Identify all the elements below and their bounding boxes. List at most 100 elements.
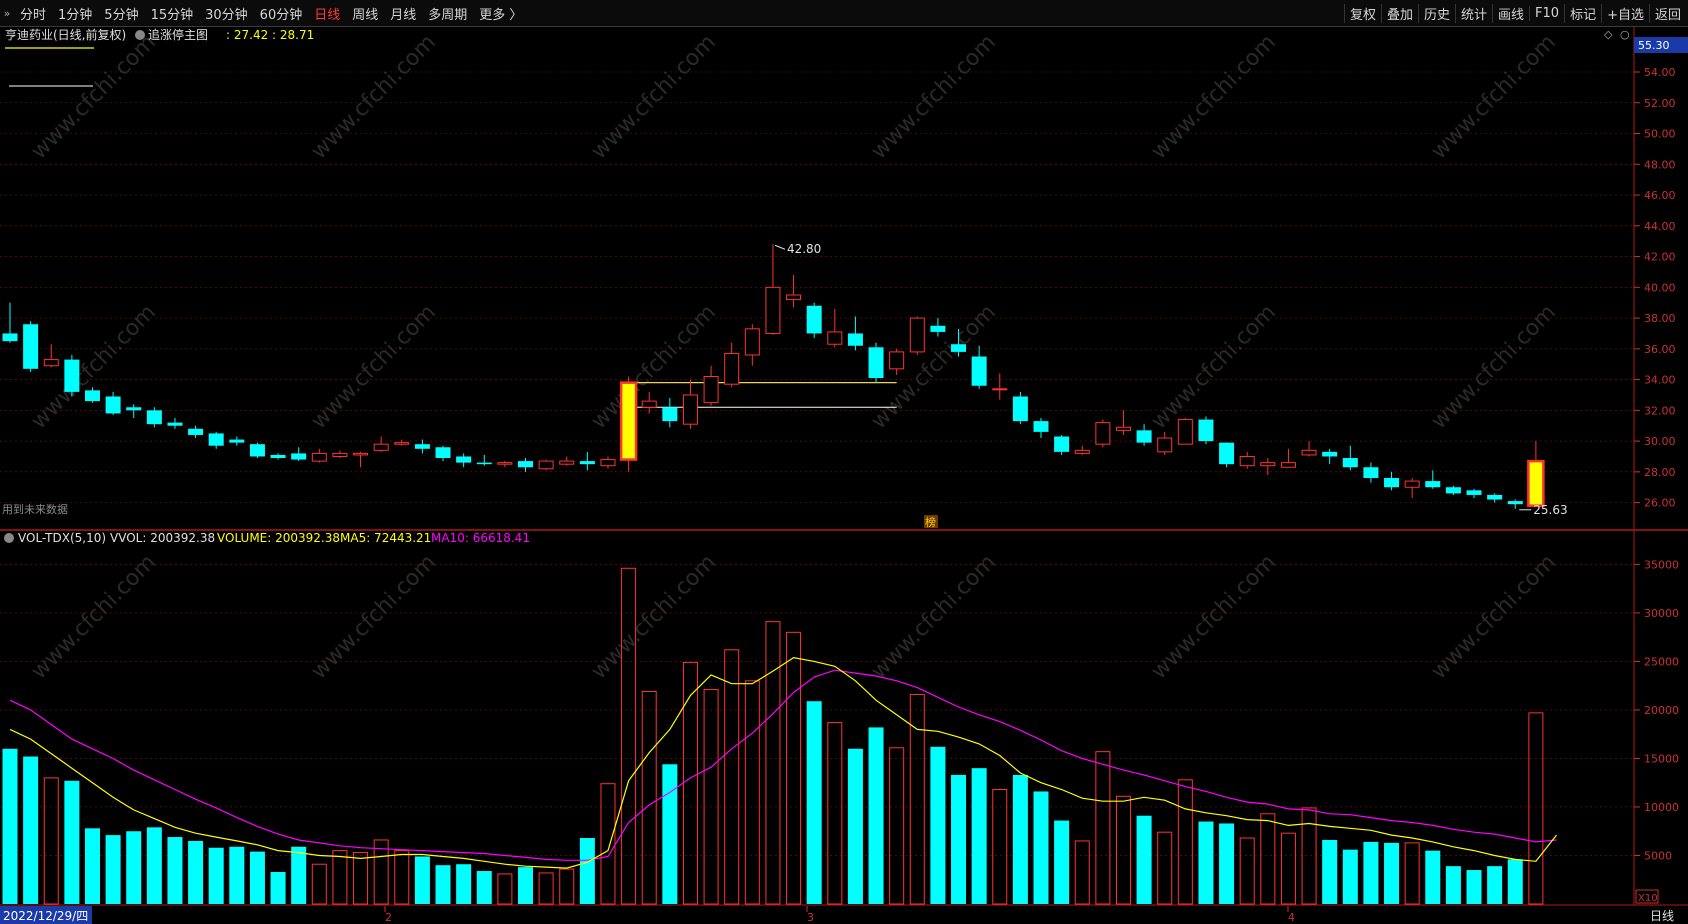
period-tab-intraday[interactable]: 分时 — [20, 7, 47, 23]
volume-bar-up — [724, 649, 740, 905]
volume-bar-up — [889, 747, 905, 905]
period-tab-30min[interactable]: 30分钟 — [205, 7, 248, 23]
down-candle — [1136, 430, 1152, 443]
volume-bar-down — [662, 764, 678, 904]
period-tab-multi[interactable]: 多周期 — [428, 7, 468, 23]
high-price-label: 42.80 — [787, 242, 821, 256]
down-candle — [126, 407, 142, 411]
volume-bar-down — [1507, 859, 1523, 904]
ma5-line — [9, 656, 1557, 869]
indicator-values: : 27.42 : 28.71 — [226, 28, 314, 42]
adjust-button[interactable]: 复权 — [1343, 3, 1381, 23]
down-candle — [270, 454, 286, 459]
history-button[interactable]: 历史 — [1417, 3, 1455, 23]
list-marker-badge[interactable] — [924, 515, 938, 528]
volume-bar-down — [847, 748, 863, 904]
volume-bar-down — [208, 847, 224, 904]
collapse-icon[interactable]: » — [3, 6, 11, 20]
indicator-name[interactable]: 追涨停主图 — [148, 27, 208, 42]
volume-tick-label: 10000 — [1644, 801, 1679, 814]
price-tick-label: 46.00 — [1644, 189, 1676, 202]
down-candle — [229, 439, 245, 443]
volume-unit: X10 — [1638, 893, 1658, 904]
volume-bar-up — [703, 689, 719, 905]
watermark-text: www.cfchi.com — [307, 550, 441, 684]
back-button[interactable]: 返回 — [1648, 3, 1686, 23]
volume-bar-up — [1177, 779, 1193, 905]
down-candle — [249, 444, 265, 457]
f10-button[interactable]: F10 — [1529, 5, 1564, 21]
volume-bar-up — [909, 693, 925, 905]
down-candle — [579, 461, 595, 465]
down-candle — [1342, 458, 1358, 468]
price-tick-label: 54.00 — [1644, 66, 1676, 79]
volume-bar-down — [1425, 850, 1441, 904]
period-tab-weekly[interactable]: 周线 — [352, 7, 379, 23]
volume-bar-down — [1054, 820, 1070, 904]
period-tab-5min[interactable]: 5分钟 — [104, 7, 139, 23]
watermark-text: www.cfchi.com — [1147, 30, 1281, 164]
period-tab-daily[interactable]: 日线 — [314, 7, 341, 23]
volume-bar-up — [1280, 832, 1296, 905]
volume-bar-up — [786, 631, 802, 905]
volume-bar-up — [394, 850, 410, 905]
circle-icon[interactable]: ○ — [1620, 28, 1630, 41]
volume-bar-up — [373, 839, 389, 905]
volume-bar-up — [621, 567, 637, 905]
volume-indicator-name[interactable]: VOL-TDX(5,10) — [18, 531, 106, 545]
volume-bar-up — [992, 789, 1008, 905]
up-candle — [1260, 462, 1276, 467]
down-candle — [1425, 481, 1441, 488]
down-candle — [806, 305, 822, 334]
period-tab-60min[interactable]: 60分钟 — [259, 7, 303, 23]
down-candle — [64, 359, 80, 392]
watermark-text: www.cfchi.com — [867, 550, 1001, 684]
down-candle — [456, 456, 472, 463]
period-tab-15min[interactable]: 15分钟 — [150, 7, 194, 23]
watermark-text: www.cfchi.com — [1147, 550, 1281, 684]
overlay-button[interactable]: 叠加 — [1380, 3, 1418, 23]
volume-bar-down — [229, 846, 245, 904]
up-candle — [332, 452, 348, 457]
down-candle — [1033, 421, 1049, 432]
volume-bar-down — [64, 780, 80, 904]
draw-line-button[interactable]: 画线 — [1492, 3, 1529, 23]
add-watchlist-button[interactable]: +自选 — [1601, 3, 1649, 23]
action-bar: 复权 叠加 历史 统计 画线 F10 标记 +自选 返回 — [1343, 0, 1686, 26]
down-candle — [476, 462, 492, 465]
period-tab-1min[interactable]: 1分钟 — [58, 7, 93, 23]
up-candle — [353, 452, 369, 456]
volume-bar-down — [1466, 870, 1482, 904]
statistics-button[interactable]: 统计 — [1455, 3, 1492, 23]
up-candle — [538, 460, 554, 470]
vvol-value: VVOL: 200392.38 — [110, 531, 215, 545]
volume-bar-up — [311, 863, 327, 905]
support-lines — [636, 382, 897, 408]
period-tab-more[interactable]: 更多 〉 — [479, 7, 523, 23]
volume-tick-label: 15000 — [1644, 752, 1679, 765]
down-candle — [662, 407, 678, 422]
diamond-icon[interactable]: ◇ — [1604, 28, 1613, 41]
volume-bar-up — [641, 691, 657, 905]
volume-bar-down — [806, 701, 822, 904]
mark-button[interactable]: 标记 — [1564, 3, 1601, 23]
down-candle — [847, 333, 863, 346]
down-candle — [518, 461, 533, 468]
period-tab-monthly[interactable]: 月线 — [390, 7, 417, 23]
price-tick-label: 50.00 — [1644, 128, 1676, 141]
watermark-text: www.cfchi.com — [307, 30, 441, 164]
up-candle — [1095, 422, 1111, 445]
indicator-dot-icon — [135, 30, 145, 40]
down-candle — [1012, 396, 1028, 422]
watermark-layer: www.cfchi.com www.cfchi.com www.cfchi.com w… — [27, 30, 1561, 684]
period-indicator[interactable]: 日线 — [1650, 909, 1674, 923]
volume-bar-down — [188, 840, 204, 904]
volume-bar-up — [827, 722, 843, 905]
volume-bar-up — [1528, 712, 1544, 905]
volume-bar-up — [43, 777, 59, 905]
up-candle — [889, 351, 905, 370]
watermark-text: www.cfchi.com — [1427, 30, 1561, 164]
ma10-value: MA10: 66618.41 — [431, 531, 530, 545]
volume-bar-down — [1219, 823, 1235, 904]
